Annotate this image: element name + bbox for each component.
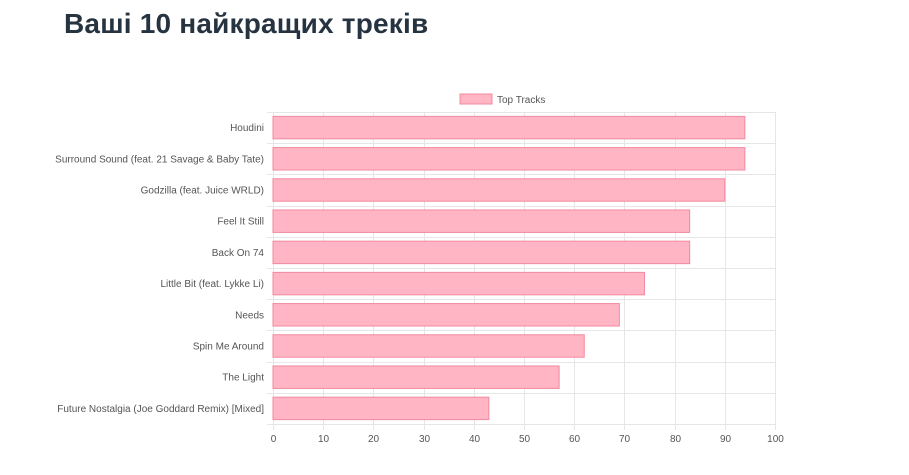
bar[interactable] [272, 365, 560, 389]
x-tick-label: 50 [519, 434, 531, 445]
legend-swatch[interactable] [459, 93, 493, 105]
bar[interactable] [272, 303, 620, 327]
bar[interactable] [272, 396, 490, 421]
category-label: Houdini [230, 123, 264, 134]
bar[interactable] [272, 240, 691, 265]
x-tick-label: 60 [569, 434, 581, 445]
bar[interactable] [272, 209, 691, 233]
bar[interactable] [272, 334, 585, 358]
category-labels: Houdini Surround Sound (feat. 21 Savage &… [55, 123, 264, 415]
x-tick-label: 40 [469, 434, 481, 445]
category-label: Needs [235, 310, 264, 321]
category-label: Surround Sound (feat. 21 Savage & Baby T… [55, 154, 264, 165]
category-label: Future Nostalgia (Joe Goddard Remix) [Mi… [57, 404, 264, 415]
page-title: Ваші 10 найкращих треків [64, 8, 429, 39]
x-tick-label: 10 [318, 434, 330, 445]
category-label: Feel It Still [217, 217, 264, 228]
x-tick-label: 0 [271, 434, 277, 445]
category-label: Godzilla (feat. Juice WRLD) [141, 186, 264, 197]
chart-legend[interactable]: Top Tracks [459, 93, 545, 106]
bar[interactable] [272, 178, 726, 202]
bar[interactable] [272, 147, 746, 171]
x-tick-label: 90 [720, 434, 732, 445]
category-label: Little Bit (feat. Lykke Li) [160, 279, 264, 290]
bar[interactable] [272, 115, 746, 140]
bar[interactable] [272, 271, 645, 296]
x-tick-label: 80 [670, 434, 682, 445]
legend-label[interactable]: Top Tracks [497, 95, 545, 106]
category-label: Spin Me Around [193, 342, 264, 353]
x-axis-ticks: 0 10 20 30 40 50 60 70 80 90 100 [271, 434, 785, 445]
x-tick-label: 100 [767, 434, 784, 445]
x-tick-label: 20 [368, 434, 380, 445]
category-label: Back On 74 [212, 248, 265, 259]
category-label: The Light [222, 373, 264, 384]
x-tick-label: 70 [619, 434, 631, 445]
x-tick-label: 30 [419, 434, 431, 445]
chart-bars [272, 115, 746, 421]
